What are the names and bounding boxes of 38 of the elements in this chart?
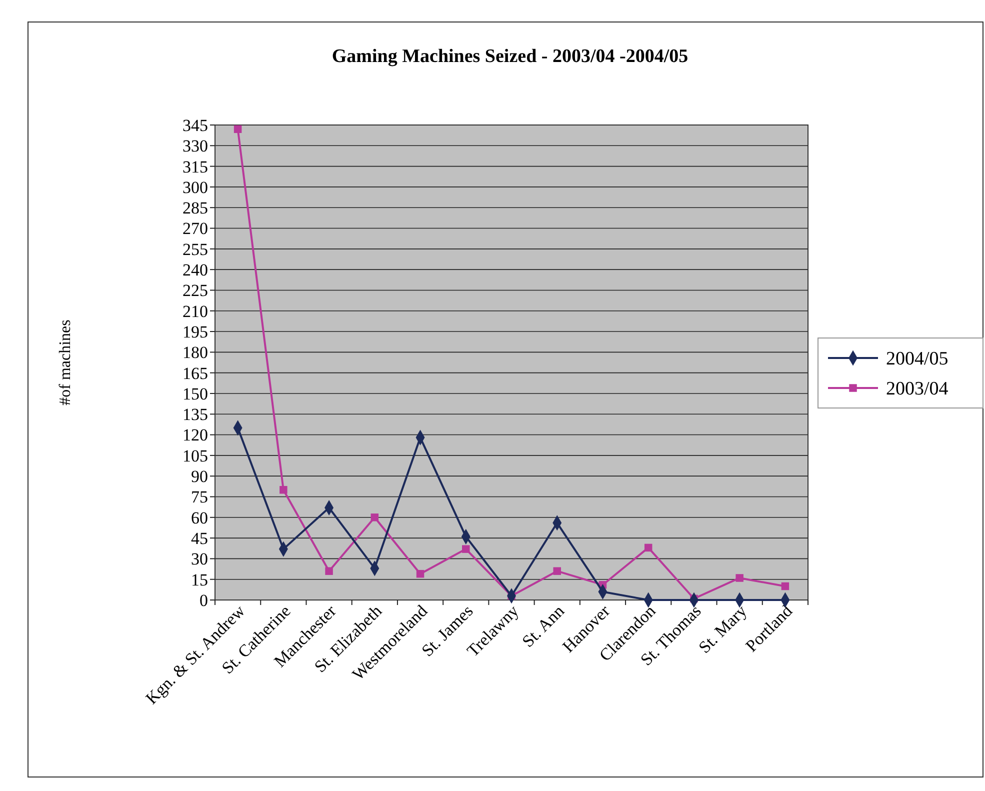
point [736,574,744,582]
chart-title: Gaming Machines Seized - 2003/04 -2004/05 [332,46,688,67]
y-tick-label: 120 [182,426,208,445]
y-tick-label: 210 [182,302,208,321]
y-tick-label: 270 [182,219,208,238]
y-tick-label: 165 [182,364,208,383]
y-tick-label: 225 [182,281,208,300]
y-axis-title: #of machines [57,320,74,406]
point [280,486,288,494]
y-tick-label: 105 [182,446,208,466]
point [553,567,561,575]
y-tick-label: 180 [182,343,208,362]
point [370,514,379,522]
y-tick-label: 135 [182,405,208,424]
y-tick-label: 345 [182,116,208,135]
y-tick-label: 15 [191,570,208,590]
y-tick-label: 330 [182,136,208,156]
point [325,567,333,575]
y-tick-label: 285 [182,198,208,218]
legend-label: 2003/04 [886,378,949,400]
y-tick-label: 90 [191,467,208,486]
y-tick-label: 0 [200,590,208,610]
point [781,582,790,590]
y-tick-label: 255 [182,240,208,259]
point [462,545,470,553]
point [234,125,242,134]
y-tick-label: 150 [182,384,208,404]
y-tick-label: 30 [191,550,208,569]
y-tick-label: 195 [182,322,208,342]
y-tick-label: 75 [191,488,208,507]
y-tick-label: 315 [182,157,208,176]
y-tick-label: 300 [182,178,208,197]
point [644,544,652,552]
y-tick-label: 240 [182,260,208,280]
point [416,570,424,578]
legend-label: 2004/05 [886,348,948,370]
y-tick-label: 60 [191,508,208,528]
y-tick-label: 45 [191,528,208,548]
